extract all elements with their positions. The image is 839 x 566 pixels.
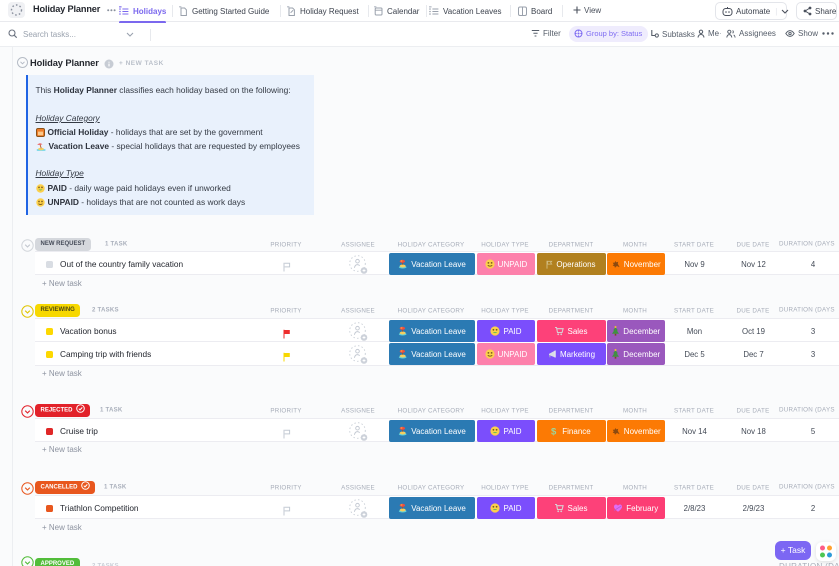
svg-text:$: $ [551,427,557,437]
